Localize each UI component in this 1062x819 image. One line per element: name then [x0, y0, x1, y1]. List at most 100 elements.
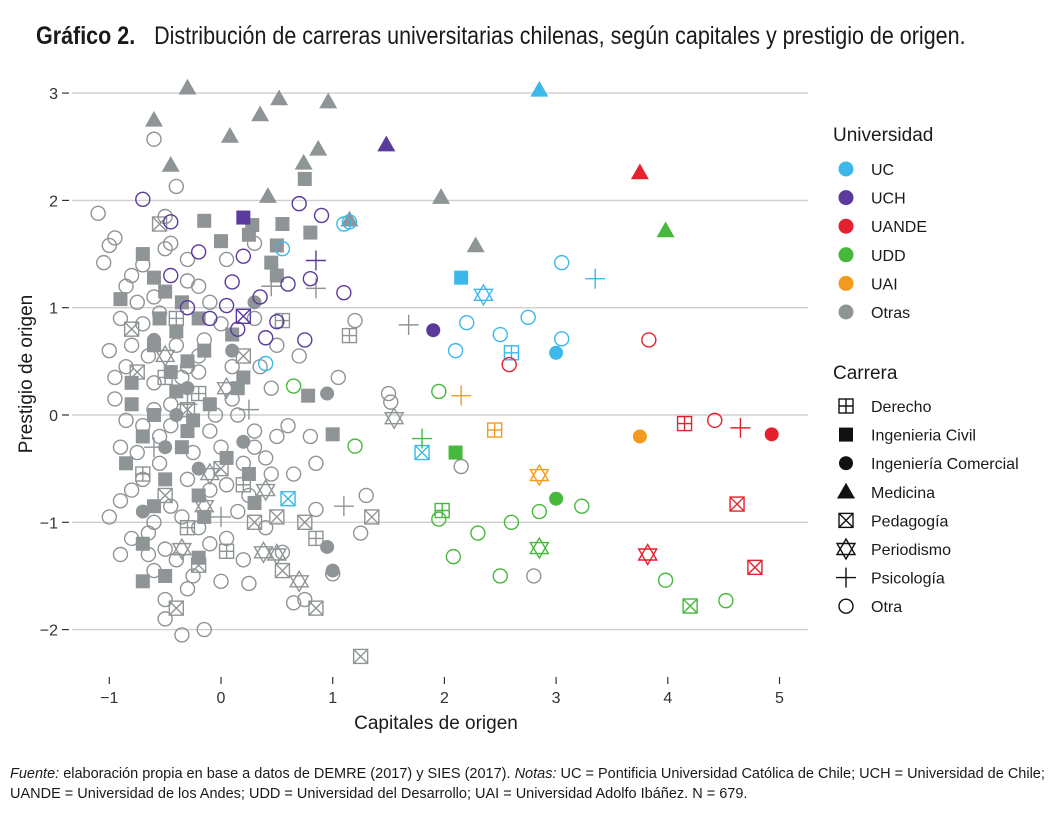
data-point: [451, 385, 472, 406]
y-tick-label: −2: [40, 623, 58, 640]
data-point: [135, 418, 151, 434]
data-point: [146, 289, 162, 305]
data-point: [285, 466, 302, 482]
data-point: [202, 423, 218, 439]
legend-swatch: [838, 190, 854, 206]
data-point: [585, 268, 606, 289]
legend-item-udd: UDD: [838, 247, 906, 265]
data-point: [707, 412, 723, 429]
data-point: [168, 552, 185, 568]
data-point: [657, 572, 674, 588]
legend-label: UDD: [871, 248, 906, 265]
data-point: [129, 444, 145, 461]
legend-swatch: [838, 598, 854, 614]
data-point: [247, 495, 262, 510]
notas-label: Notas:: [514, 766, 557, 782]
data-point: [330, 369, 346, 386]
data-point: [123, 267, 140, 284]
data-point: [380, 385, 397, 402]
data-point: [453, 458, 469, 475]
data-point: [224, 359, 240, 375]
data-point: [179, 300, 196, 316]
data-point: [101, 509, 118, 525]
legend-item-uch: UCH: [838, 190, 906, 208]
data-point: [764, 427, 779, 442]
data-point: [196, 332, 212, 348]
data-point: [398, 314, 419, 335]
data-point: [526, 568, 542, 584]
data-point: [301, 388, 316, 403]
data-point: [218, 530, 235, 547]
data-point: [319, 92, 338, 109]
legend-label: Ingenieria Civil: [871, 428, 976, 445]
legend-label: Periodismo: [871, 542, 951, 559]
data-point: [347, 312, 363, 329]
data-point: [202, 482, 218, 498]
data-point: [157, 591, 173, 608]
data-point: [199, 462, 221, 486]
data-point: [135, 257, 151, 273]
data-point: [308, 530, 324, 547]
data-point: [146, 408, 161, 422]
data-point: [747, 559, 763, 576]
x-tick-label: 4: [663, 690, 672, 707]
data-point: [112, 439, 129, 455]
data-point: [454, 270, 469, 285]
data-point: [123, 482, 140, 498]
data-point: [202, 294, 218, 311]
data-point: [275, 217, 290, 232]
data-point: [383, 394, 399, 410]
data-point: [190, 278, 207, 294]
data-point: [325, 563, 340, 578]
data-point: [163, 365, 178, 380]
data-point: [682, 598, 698, 614]
data-point: [492, 568, 508, 584]
data-point: [225, 327, 240, 342]
data-point: [218, 251, 235, 268]
legend-swatch: [839, 456, 853, 471]
data-point: [236, 370, 251, 385]
legend-item-pedagogia: Pedagogía: [838, 512, 949, 530]
data-point: [257, 355, 274, 372]
data-point: [676, 415, 693, 432]
data-point: [270, 89, 289, 106]
data-point: [257, 330, 274, 346]
data-point: [352, 648, 369, 665]
data-point: [730, 417, 751, 438]
data-point: [258, 187, 277, 203]
data-point: [112, 546, 129, 563]
legend-item-uande: UANDE: [838, 218, 927, 236]
data-point: [656, 221, 675, 238]
legend-swatch: [838, 398, 854, 414]
data-point: [157, 611, 173, 627]
data-point: [549, 491, 564, 506]
data-point: [107, 369, 123, 386]
data-point: [291, 195, 307, 212]
legend-swatch: [838, 218, 854, 234]
data-point: [178, 78, 197, 95]
figure-label: Gráfico 2.: [36, 22, 136, 50]
data-point: [140, 546, 157, 563]
data-point: [207, 407, 224, 423]
data-point: [241, 575, 257, 592]
data-point: [168, 178, 185, 195]
data-point: [197, 343, 212, 358]
data-point: [135, 316, 151, 332]
data-point: [288, 569, 310, 593]
data-point: [146, 562, 162, 579]
data-point: [119, 456, 134, 471]
data-point: [501, 356, 517, 373]
data-point: [426, 323, 441, 338]
legend-carrera-title: Carrera: [833, 363, 898, 384]
legend-label: Otra: [871, 599, 902, 616]
data-point: [157, 208, 173, 225]
data-point: [180, 354, 195, 369]
data-point: [274, 544, 291, 561]
data-point: [158, 472, 173, 487]
data-point: [158, 568, 173, 583]
data-point: [531, 503, 548, 520]
data-point: [174, 295, 189, 310]
y-axis-label: Prestigio de origen: [16, 295, 37, 453]
data-point: [96, 254, 112, 271]
data-point: [218, 543, 235, 559]
